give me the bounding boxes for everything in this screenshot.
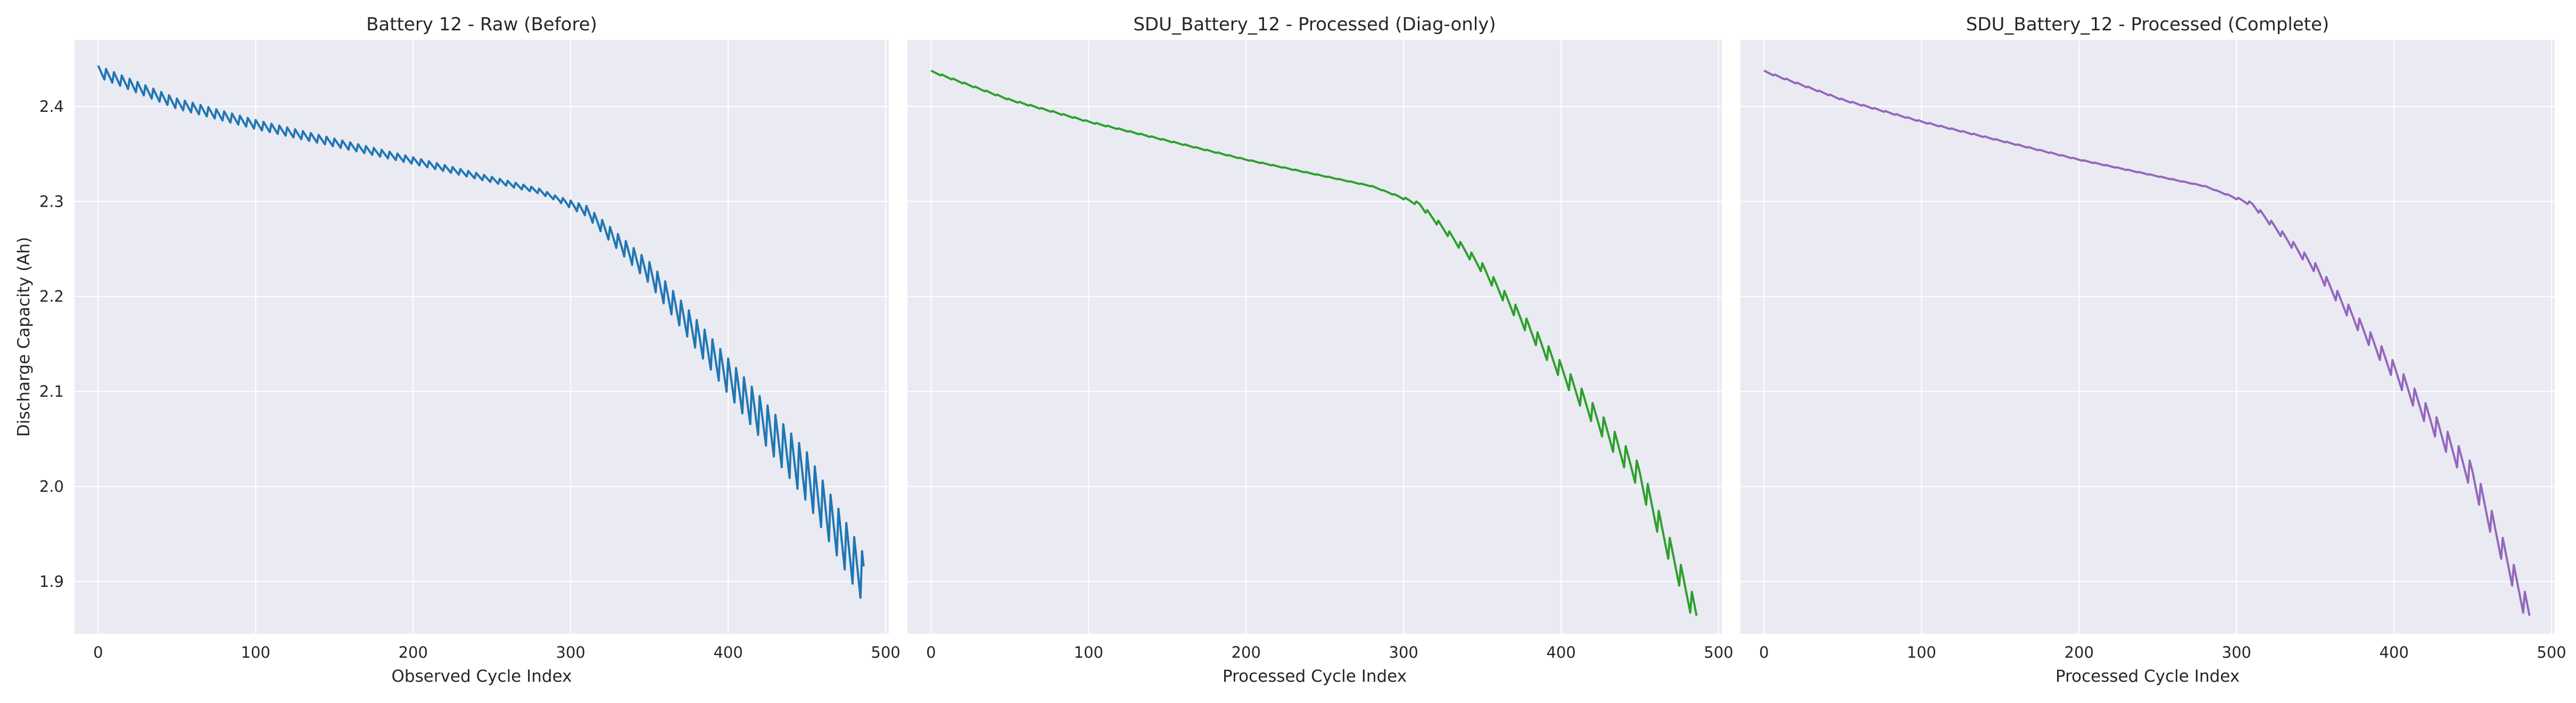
x-tick-label: 100: [1907, 643, 1936, 661]
x-tick-label: 500: [2537, 643, 2566, 661]
panel-title: Battery 12 - Raw (Before): [366, 14, 597, 35]
y-tick-label: 2.2: [39, 288, 64, 306]
x-axis-label: Processed Cycle Index: [1223, 667, 1407, 686]
x-tick-label: 200: [399, 643, 428, 661]
x-tick-label: 300: [1389, 643, 1418, 661]
x-tick-label: 200: [2065, 643, 2094, 661]
x-tick-label: 100: [241, 643, 270, 661]
plot-background: [1740, 40, 2555, 634]
y-tick-label: 2.4: [39, 97, 64, 116]
x-tick-label: 300: [556, 643, 585, 661]
x-axis-label: Observed Cycle Index: [392, 667, 572, 686]
series-line: [930, 69, 1698, 616]
x-tick-label: 500: [1704, 643, 1733, 661]
y-tick-label: 1.9: [39, 573, 64, 591]
x-tick-label: 0: [926, 643, 936, 661]
chart-panel-2: 0 100 200 300 400 500 SDU_Battery_12 - Process…: [907, 14, 1733, 686]
chart-panel-1: 0 100 200 300 400 500 1.9 2.0 2.1 2.2 2.3 2.4 Batter…: [14, 14, 901, 686]
panel-title: SDU_Battery_12 - Processed (Complete): [1966, 14, 2329, 35]
x-tick-label: 400: [713, 643, 742, 661]
x-tick-label: 200: [1232, 643, 1261, 661]
x-tick-label: 0: [93, 643, 103, 661]
chart-panel-3: 0 100 200 300 400 500 SDU_Battery_12 - Process…: [1740, 14, 2566, 686]
series-line: [1763, 69, 2531, 616]
x-tick-label: 500: [871, 643, 900, 661]
x-tick-label: 400: [2379, 643, 2408, 661]
y-tick-label: 2.3: [39, 192, 64, 210]
y-axis-label: Discharge Capacity (Ah): [14, 237, 34, 437]
x-tick-label: 400: [1546, 643, 1575, 661]
panel-title: SDU_Battery_12 - Processed (Diag-only): [1133, 14, 1496, 35]
x-tick-label: 300: [2222, 643, 2251, 661]
series-line: [97, 65, 865, 599]
y-tick-label: 2.0: [39, 477, 64, 495]
y-tick-label: 2.1: [39, 382, 64, 400]
x-tick-label: 100: [1074, 643, 1103, 661]
plot-background: [75, 40, 889, 634]
x-axis-label: Processed Cycle Index: [2055, 667, 2240, 686]
plot-background: [907, 40, 1722, 634]
x-tick-label: 0: [1759, 643, 1769, 661]
